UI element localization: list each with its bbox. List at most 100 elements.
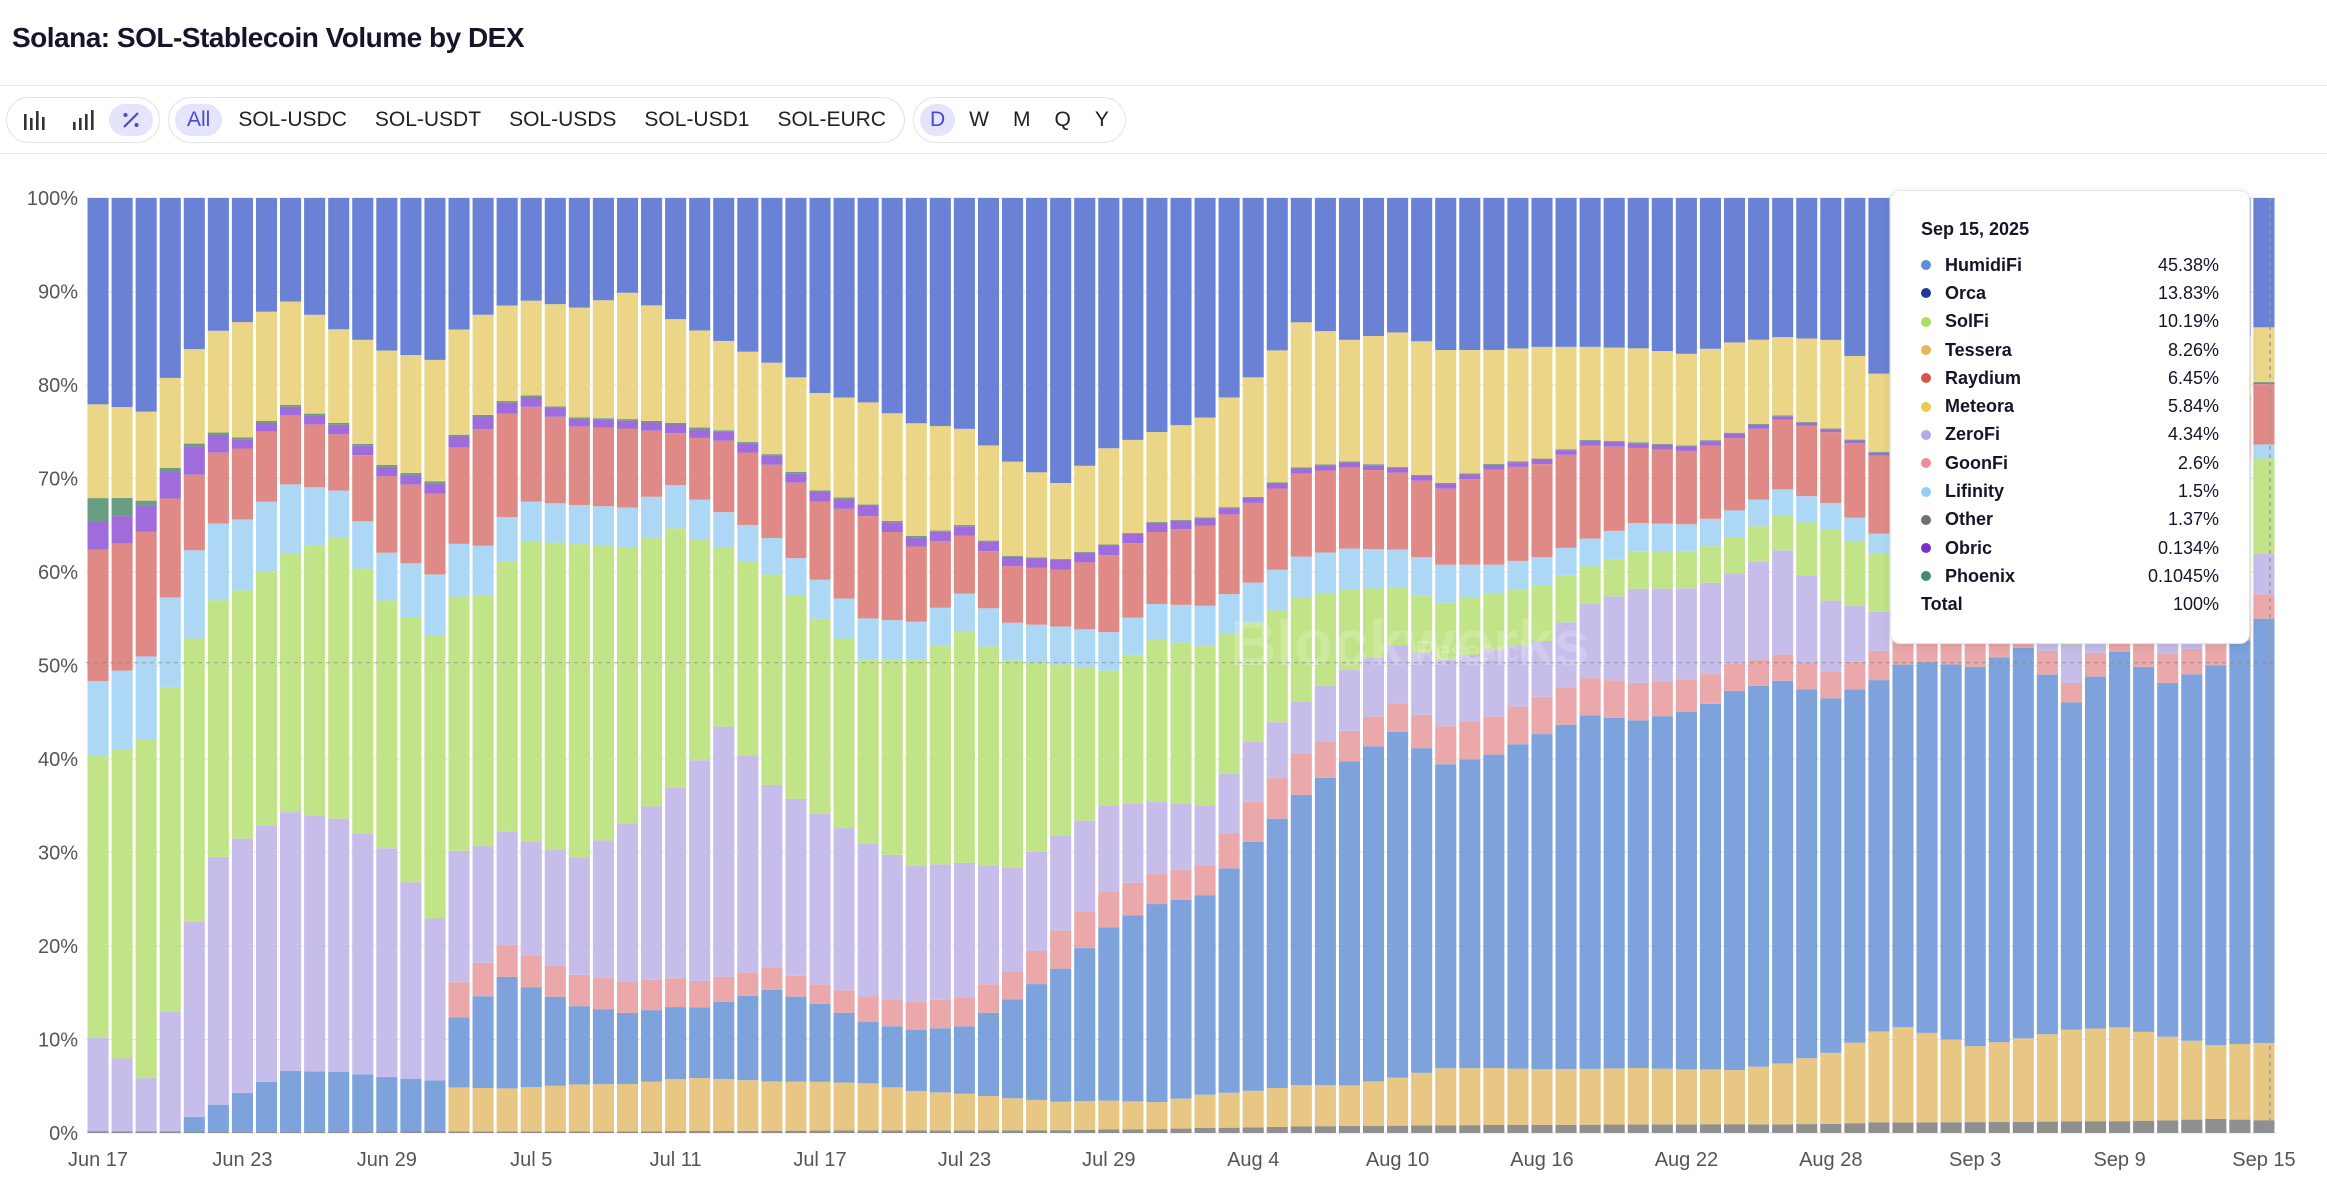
bar-segment-tessera[interactable] xyxy=(520,1087,542,1132)
bar-segment-meteora[interactable] xyxy=(1338,339,1360,462)
bar-segment-phoenix[interactable] xyxy=(1844,439,1866,441)
bar-segment-raydium[interactable] xyxy=(568,426,590,505)
bar-segment-meteora[interactable] xyxy=(905,423,927,536)
bar-segment-humidifi[interactable] xyxy=(1579,715,1601,1069)
bar-segment-tessera[interactable] xyxy=(2084,1028,2107,1122)
bar-segment-zerofi[interactable] xyxy=(665,787,687,979)
bar-segment-orca[interactable] xyxy=(328,198,350,330)
bar-segment-solfi[interactable] xyxy=(135,739,157,1078)
bar-segment-lifinity[interactable] xyxy=(448,543,470,597)
bar-segment-orca[interactable] xyxy=(1699,198,1721,349)
bar-segment-obric[interactable] xyxy=(1098,545,1120,556)
bar-segment-humidifi[interactable] xyxy=(1988,657,2010,1043)
bar-segment-phoenix[interactable] xyxy=(1290,467,1312,469)
bar-segment-goonfi[interactable] xyxy=(737,972,759,996)
bar-segment-lifinity[interactable] xyxy=(520,501,542,542)
bar-segment-meteora[interactable] xyxy=(881,413,903,521)
bar-segment-orca[interactable] xyxy=(1411,198,1433,342)
bar-segment-other[interactable] xyxy=(135,1131,157,1133)
bar-segment-humidifi[interactable] xyxy=(1387,731,1409,1078)
bar-segment-phoenix[interactable] xyxy=(737,442,759,444)
bar-segment-meteora[interactable] xyxy=(641,305,663,421)
bar-segment-other[interactable] xyxy=(1531,1124,1553,1133)
bar-segment-zerofi[interactable] xyxy=(1844,605,1866,662)
bar-segment-obric[interactable] xyxy=(328,424,350,435)
bar-segment-lifinity[interactable] xyxy=(1411,557,1433,596)
bar-segment-zerofi[interactable] xyxy=(304,815,326,1072)
bar-segment-zerofi[interactable] xyxy=(1266,722,1288,779)
bar-segment-meteora[interactable] xyxy=(1675,353,1697,446)
bar-segment-goonfi[interactable] xyxy=(2205,644,2227,666)
bar-segment-phoenix[interactable] xyxy=(689,427,711,430)
bar-segment-orca[interactable] xyxy=(1194,198,1216,418)
bar-segment-zerofi[interactable] xyxy=(1411,652,1433,715)
bar-segment-meteora[interactable] xyxy=(1290,322,1312,468)
bar-segment-other[interactable] xyxy=(304,1131,326,1133)
bar-segment-solfi[interactable] xyxy=(304,545,326,816)
bar-segment-tessera[interactable] xyxy=(1170,1098,1192,1129)
bar-segment-other[interactable] xyxy=(328,1131,350,1134)
bar-segment-phoenix[interactable] xyxy=(183,443,205,447)
bar-segment-humidifi[interactable] xyxy=(2084,676,2107,1029)
bar-segment-solfi[interactable] xyxy=(953,632,975,863)
bar-segment-other[interactable] xyxy=(1266,1126,1288,1133)
bar-segment-lifinity[interactable] xyxy=(1098,632,1120,671)
bar-segment-goonfi[interactable] xyxy=(1820,671,1842,699)
interval-quarter-button[interactable]: Q xyxy=(1054,108,1071,131)
bar-segment-zerofi[interactable] xyxy=(472,846,494,963)
bar-segment-goonfi[interactable] xyxy=(857,996,879,1023)
bar-segment-lifinity[interactable] xyxy=(1194,605,1216,646)
bar-segment-zerofi[interactable] xyxy=(568,857,590,975)
bar-segment-obric[interactable] xyxy=(1459,474,1481,480)
bar-segment-humidifi[interactable] xyxy=(1483,754,1505,1069)
bar-segment-solfi[interactable] xyxy=(448,596,470,851)
bar-segment-goonfi[interactable] xyxy=(544,965,566,997)
bar-segment-obric[interactable] xyxy=(304,415,326,425)
stacked-bar-chart[interactable]: Blockworks Research 0% 10% 20% 30% 40% 50% 60%… xyxy=(0,160,2327,1202)
bar-segment-other[interactable] xyxy=(1507,1124,1529,1133)
bar-segment-raydium[interactable] xyxy=(641,430,663,497)
bar-segment-zerofi[interactable] xyxy=(135,1077,157,1132)
bar-segment-raydium[interactable] xyxy=(1651,449,1673,524)
bar-segment-humidifi[interactable] xyxy=(1122,915,1144,1102)
interval-day-button[interactable]: D xyxy=(919,104,956,136)
bar-segment-raydium[interactable] xyxy=(1844,443,1866,518)
bar-segment-orca[interactable] xyxy=(1074,198,1096,466)
bar-segment-humidifi[interactable] xyxy=(304,1071,326,1132)
bar-segment-phoenix[interactable] xyxy=(1002,555,1024,557)
bar-segment-raydium[interactable] xyxy=(1338,467,1360,549)
bar-segment-raydium[interactable] xyxy=(1242,502,1264,583)
bar-segment-orca[interactable] xyxy=(905,198,927,424)
bar-segment-lifinity[interactable] xyxy=(905,621,927,660)
bar-segment-goonfi[interactable] xyxy=(1098,892,1120,928)
bar-segment-phoenix[interactable] xyxy=(1748,423,1770,425)
bar-segment-tessera[interactable] xyxy=(2205,1045,2227,1119)
bar-segment-tessera[interactable] xyxy=(1266,1087,1288,1127)
bar-segment-other[interactable] xyxy=(2036,1121,2058,1133)
bar-segment-obric[interactable] xyxy=(592,419,614,428)
bar-segment-meteora[interactable] xyxy=(1844,355,1866,440)
bar-segment-other[interactable] xyxy=(2133,1120,2155,1133)
bar-segment-tessera[interactable] xyxy=(1579,1068,1601,1125)
bar-segment-humidifi[interactable] xyxy=(1531,734,1553,1070)
bar-segment-humidifi[interactable] xyxy=(1411,748,1433,1073)
bar-segment-solfi[interactable] xyxy=(1723,537,1746,574)
bar-segment-goonfi[interactable] xyxy=(568,974,590,1007)
bar-segment-humidifi[interactable] xyxy=(400,1078,422,1132)
bar-segment-solfi[interactable] xyxy=(1290,597,1312,702)
bar-segment-other[interactable] xyxy=(1675,1124,1697,1133)
bar-segment-tessera[interactable] xyxy=(1507,1068,1529,1125)
bar-segment-other[interactable] xyxy=(1723,1124,1746,1133)
bar-segment-other[interactable] xyxy=(1314,1126,1336,1133)
bar-segment-zerofi[interactable] xyxy=(1651,588,1673,682)
bar-segment-phoenix[interactable] xyxy=(833,497,855,499)
bar-segment-goonfi[interactable] xyxy=(833,990,855,1013)
bar-segment-obric[interactable] xyxy=(1146,522,1168,532)
bar-segment-humidifi[interactable] xyxy=(352,1074,374,1132)
bar-segment-zerofi[interactable] xyxy=(689,760,711,981)
bar-segment-phoenix[interactable] xyxy=(231,437,253,440)
bar-segment-phoenix[interactable] xyxy=(448,434,470,437)
bar-segment-solfi[interactable] xyxy=(881,659,903,855)
bar-segment-solfi[interactable] xyxy=(1026,662,1048,852)
bar-segment-tessera[interactable] xyxy=(2012,1038,2034,1122)
